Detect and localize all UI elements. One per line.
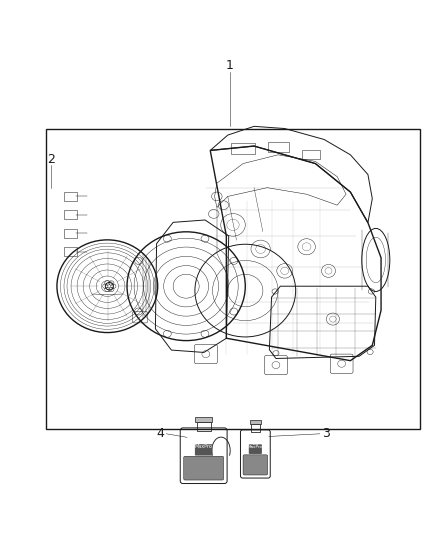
FancyBboxPatch shape bbox=[243, 455, 268, 475]
Bar bbox=[195, 417, 212, 422]
Text: MaxPro: MaxPro bbox=[248, 445, 263, 449]
Bar bbox=[250, 420, 261, 424]
Text: M: M bbox=[253, 440, 258, 446]
Text: 3: 3 bbox=[322, 427, 330, 440]
Text: MaxPro: MaxPro bbox=[195, 444, 212, 449]
Bar bbox=[302, 150, 320, 159]
FancyBboxPatch shape bbox=[195, 444, 212, 456]
Bar bbox=[46, 128, 420, 429]
Text: 1: 1 bbox=[226, 59, 234, 72]
Bar bbox=[268, 142, 289, 152]
Bar bbox=[231, 143, 255, 154]
Bar bbox=[251, 424, 260, 432]
Bar bbox=[197, 422, 211, 431]
FancyBboxPatch shape bbox=[184, 456, 224, 480]
FancyBboxPatch shape bbox=[249, 445, 262, 454]
Text: M: M bbox=[201, 439, 207, 444]
Text: 2: 2 bbox=[47, 152, 55, 166]
Text: 4: 4 bbox=[156, 427, 164, 440]
